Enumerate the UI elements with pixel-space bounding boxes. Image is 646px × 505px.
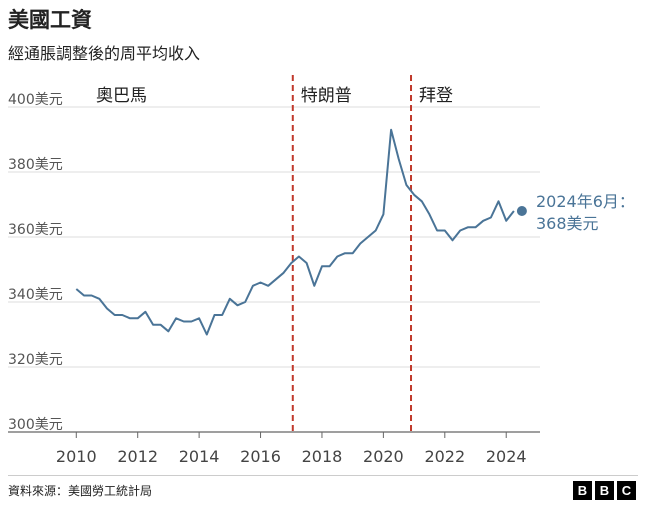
y-tick-label: 380美元 <box>8 157 63 173</box>
chart-subtitle: 經通脹調整後的周平均收入 <box>8 44 201 63</box>
annotation-label: 2024年6月： <box>536 192 635 211</box>
y-tick-label: 340美元 <box>8 287 63 303</box>
x-tick-label: 2010 <box>56 447 97 466</box>
chart-title: 美國工資 <box>8 8 92 32</box>
line-chart: 300美元 320美元 340美元 360美元 380美元 400美元 2010 2012 20… <box>8 75 635 466</box>
footer-divider <box>8 475 638 476</box>
y-tick-label: 400美元 <box>8 92 63 108</box>
series-line <box>75 128 515 336</box>
latest-point-marker <box>516 206 527 216</box>
bbc-logo: B B C <box>573 481 636 500</box>
source-note: 資料來源：美國勞工統計局 <box>8 484 153 498</box>
x-tick-label: 2016 <box>240 447 281 466</box>
period-label: 奧巴馬 <box>96 86 147 106</box>
x-tick-label: 2012 <box>117 447 158 466</box>
x-tick-label: 2024 <box>486 447 527 466</box>
period-label: 特朗普 <box>301 86 352 106</box>
logo-letter: C <box>617 481 636 500</box>
y-tick-label: 320美元 <box>8 352 63 368</box>
y-tick-label: 360美元 <box>8 222 63 238</box>
period-label: 拜登 <box>419 86 453 106</box>
y-tick-label: 300美元 <box>8 417 63 433</box>
x-tick-label: 2018 <box>302 447 343 466</box>
logo-letter: B <box>595 481 614 500</box>
annotation-label: 368美元 <box>536 214 599 233</box>
x-tick-label: 2014 <box>179 447 220 466</box>
x-tick-label: 2022 <box>424 447 465 466</box>
x-tick-label: 2020 <box>363 447 404 466</box>
logo-letter: B <box>573 481 592 500</box>
